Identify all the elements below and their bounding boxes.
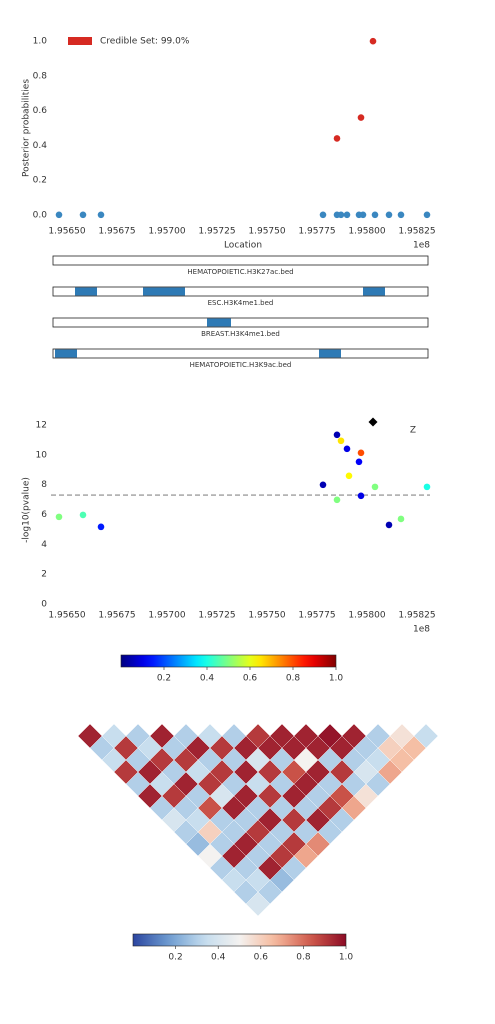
legend-label: Credible Set: 99.0% (100, 37, 190, 47)
colorbar-tick-label: 0.2 (157, 674, 171, 684)
x-tick-label: 1.95775 (298, 227, 335, 237)
annotation: Z (410, 426, 416, 436)
colorbar-tick-label: 0.6 (254, 953, 269, 963)
x-tick-label: 1.95750 (248, 227, 285, 237)
x-offset-label: 1e8 (413, 241, 430, 251)
y-tick-label: 0 (41, 600, 47, 610)
x-offset-label: 1e8 (413, 625, 430, 635)
y-tick-label: 10 (36, 450, 48, 460)
y-tick-label: 1.0 (33, 37, 48, 47)
x-tick-label: 1.95725 (198, 611, 235, 621)
data-point (319, 481, 327, 489)
data-point (79, 511, 87, 519)
data-point (423, 483, 431, 491)
data-point (397, 515, 405, 523)
x-tick-label: 1.95800 (348, 227, 385, 237)
y-axis-label: Posterior probabilities (22, 79, 32, 177)
colorbar-tick-label: 1.0 (339, 953, 354, 963)
heatmap-cell (413, 723, 439, 749)
x-tick-label: 1.95750 (248, 611, 285, 621)
y-tick-label: 0.6 (33, 106, 48, 116)
colorbar (132, 933, 347, 947)
track-box (52, 348, 429, 359)
data-point (357, 449, 365, 457)
colorbar-tick-label: 0.4 (211, 953, 226, 963)
track-interval (363, 287, 385, 296)
y-tick-label: 0.2 (33, 176, 47, 186)
data-point (343, 445, 351, 453)
data-point (371, 483, 379, 491)
track-label: HEMATOPOIETIC.H3K27ac.bed (187, 268, 293, 276)
data-point (359, 211, 367, 219)
x-tick-label: 1.95650 (48, 611, 85, 621)
x-axis-label: Location (224, 241, 262, 251)
track-label: HEMATOPOIETIC.H3K9ac.bed (190, 361, 292, 369)
colorbar-tick-label: 0.8 (286, 674, 301, 684)
data-point (97, 211, 105, 219)
x-tick-label: 1.95775 (298, 611, 335, 621)
y-tick-label: 8 (41, 480, 47, 490)
x-tick-label: 1.95825 (398, 611, 435, 621)
colorbar-tick-label: 0.2 (168, 953, 182, 963)
track-interval (55, 349, 77, 358)
track-interval (207, 318, 231, 327)
data-point (333, 135, 341, 142)
colorbar (120, 654, 337, 668)
track-interval (75, 287, 97, 296)
data-point (79, 211, 87, 219)
y-tick-label: 0.8 (33, 71, 48, 81)
colorbar-tick-label: 0.4 (200, 674, 215, 684)
track-interval (319, 349, 341, 358)
y-tick-label: 6 (41, 510, 47, 520)
data-point (371, 211, 379, 219)
data-point (385, 521, 393, 529)
data-point (337, 437, 345, 445)
data-point (333, 431, 341, 439)
track-label: BREAST.H3K4me1.bed (201, 330, 280, 338)
x-tick-label: 1.95675 (98, 611, 135, 621)
data-point (385, 211, 393, 219)
data-point (357, 114, 365, 121)
data-point (337, 211, 345, 219)
data-point (55, 211, 63, 219)
x-tick-label: 1.95800 (348, 611, 385, 621)
colorbar-tick-label: 0.8 (296, 953, 311, 963)
data-point (369, 37, 377, 45)
track-box (52, 317, 429, 328)
track-box (52, 286, 429, 297)
legend-swatch (68, 37, 92, 45)
track-interval (143, 287, 185, 296)
data-point (55, 513, 63, 521)
x-tick-label: 1.95825 (398, 227, 435, 237)
data-point (357, 492, 365, 500)
y-tick-label: 2 (41, 570, 47, 580)
lead-point (368, 417, 378, 427)
data-point (423, 211, 431, 219)
track-box (52, 255, 429, 266)
x-tick-label: 1.95700 (148, 611, 185, 621)
data-point (345, 472, 353, 480)
y-tick-label: 0.0 (33, 210, 48, 220)
track-label: ESC.H3K4me1.bed (208, 299, 274, 307)
x-tick-label: 1.95725 (198, 227, 235, 237)
x-tick-label: 1.95675 (98, 227, 135, 237)
data-point (343, 211, 351, 219)
data-point (397, 211, 405, 219)
y-axis-label: -log10(pvalue) (22, 477, 32, 543)
y-tick-label: 0.4 (33, 141, 48, 151)
data-point (355, 458, 363, 466)
y-tick-label: 4 (41, 540, 47, 550)
x-tick-label: 1.95650 (48, 227, 85, 237)
data-point (97, 523, 105, 531)
data-point (319, 211, 327, 219)
colorbar-tick-label: 1.0 (329, 674, 344, 684)
y-tick-label: 12 (36, 420, 47, 430)
x-tick-label: 1.95700 (148, 227, 185, 237)
data-point (333, 496, 341, 504)
colorbar-tick-label: 0.6 (243, 674, 258, 684)
